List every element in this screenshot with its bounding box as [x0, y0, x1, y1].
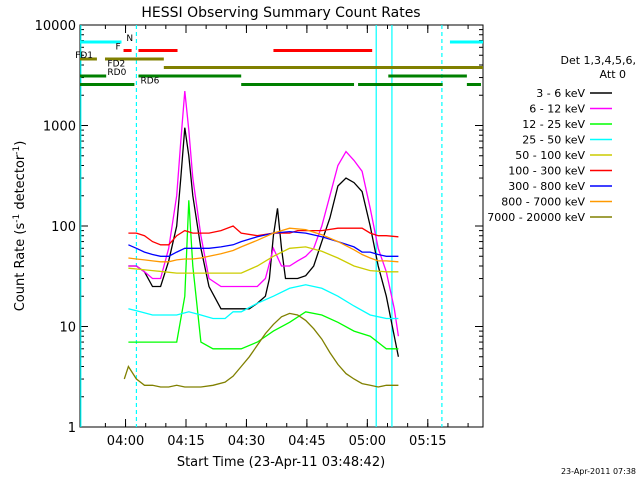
- y-tick-label: 10: [59, 321, 76, 336]
- x-tick-label: 04:00: [107, 434, 144, 449]
- legend-label: 800 - 7000 keV: [501, 196, 585, 209]
- legend-label: 50 - 100 keV: [515, 149, 585, 162]
- x-tick-label: 04:30: [228, 434, 265, 449]
- legend-label: 3 - 6 keV: [536, 87, 585, 100]
- y-tick-label: 100: [51, 220, 76, 235]
- x-tick-label: 04:45: [288, 434, 325, 449]
- series-line: [128, 230, 399, 257]
- legend-label: 25 - 50 keV: [522, 134, 585, 147]
- y-axis-label: Count Rate (s-1 detector-1): [12, 141, 28, 312]
- series-line: [123, 312, 399, 388]
- series-line: [128, 227, 399, 263]
- series-line: [128, 246, 399, 274]
- series-lines: [123, 91, 400, 388]
- legend: Det 1,3,4,5,6, Att 0 3 - 6 keV 6 - 12 keV…: [487, 54, 636, 224]
- legend-label: 300 - 800 keV: [508, 180, 585, 193]
- y-tick-label: 1000: [43, 120, 76, 135]
- vertical-markers: [80, 25, 443, 427]
- series-line: [128, 127, 400, 357]
- state-bar-label: N: [126, 34, 133, 44]
- x-tick-label: 04:15: [167, 434, 204, 449]
- footer-timestamp: 23-Apr-2011 07:38: [561, 467, 636, 476]
- series-line: [128, 284, 399, 320]
- legend-label: 100 - 300 keV: [508, 165, 585, 178]
- state-bar-label: RD6: [140, 77, 159, 87]
- chart-title: HESSI Observing Summary Count Rates: [141, 5, 420, 21]
- legend-label: 12 - 25 keV: [522, 118, 585, 131]
- series-line: [128, 200, 399, 350]
- series-line: [128, 225, 399, 246]
- y-tick-label: 10000: [35, 19, 76, 34]
- x-axis-label: Start Time (23-Apr-11 03:48:42): [177, 455, 385, 470]
- y-tick-label: 1: [68, 421, 76, 436]
- legend-label: 6 - 12 keV: [529, 103, 585, 116]
- legend-title-1: Det 1,3,4,5,6,: [560, 54, 636, 67]
- legend-label: 7000 - 20000 keV: [487, 211, 585, 224]
- state-bar-label: RD0: [107, 68, 126, 78]
- state-bar-label: FD2: [107, 60, 125, 70]
- legend-title-2: Att 0: [600, 68, 626, 81]
- series-line: [128, 91, 400, 337]
- x-tick-label: 05:00: [349, 434, 386, 449]
- state-bar-label: FD1: [75, 51, 93, 61]
- state-bar-label: F: [115, 43, 120, 53]
- x-tick-label: 05:15: [409, 434, 446, 449]
- axis-ticks: 1 10 100 1000 10000 04:00 04:15 04:30 04:45 05:00…: [35, 19, 483, 449]
